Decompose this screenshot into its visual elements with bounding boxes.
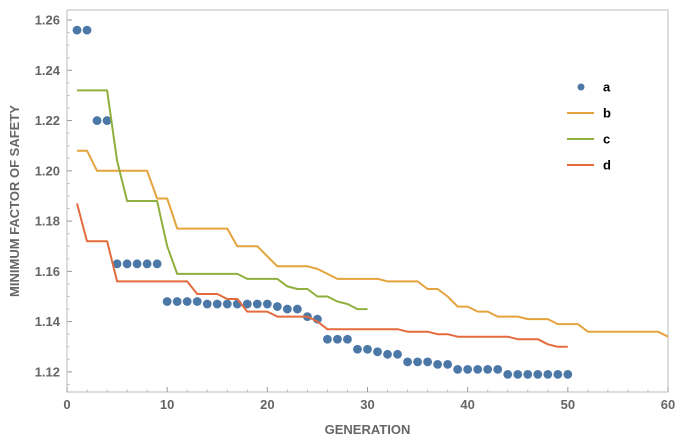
y-tick-label: 1.22: [35, 113, 60, 128]
series-a-point: [292, 304, 302, 314]
series-a-point: [363, 344, 372, 354]
y-tick-label: 1.20: [35, 163, 60, 178]
series-a-point: [513, 370, 523, 379]
series-a-point: [152, 259, 162, 269]
series-a-point: [132, 259, 142, 269]
legend-swatch-a: [577, 83, 585, 91]
x-tick-label: 40: [460, 397, 474, 412]
series-c-line: [77, 89, 368, 311]
series-a-point: [252, 299, 262, 309]
series-a-point: [403, 357, 412, 367]
series-a-point: [533, 370, 543, 379]
x-tick-label: 30: [360, 397, 374, 412]
series-a-point: [272, 302, 282, 311]
series-a-point: [483, 364, 493, 374]
series-a-point: [563, 370, 573, 379]
series-b-line: [77, 149, 669, 338]
series-a-point: [463, 364, 473, 374]
series-layer: [72, 25, 669, 379]
series-a-point: [202, 299, 212, 309]
x-axis-title: GENERATION: [325, 422, 411, 436]
series-a-point: [523, 370, 533, 379]
x-tick-label: 60: [661, 397, 675, 412]
x-tick-label: 20: [260, 397, 274, 412]
series-a-point: [473, 364, 483, 374]
series-a-point: [493, 364, 503, 374]
series-a-point: [122, 259, 132, 269]
series-a-point: [433, 359, 443, 369]
series-a-point: [282, 304, 292, 314]
y-tick-label: 1.14: [35, 314, 61, 329]
series-a-point: [102, 116, 112, 125]
legend-label-a: a: [603, 80, 611, 95]
series-a-point: [182, 297, 192, 306]
x-tick-label: 50: [561, 397, 575, 412]
series-a-point: [373, 347, 382, 357]
series-a-point: [72, 25, 82, 35]
legend-label-b: b: [603, 106, 611, 121]
x-tick-label: 10: [160, 397, 174, 412]
y-tick-label: 1.26: [35, 13, 60, 28]
series-a-point: [383, 349, 392, 359]
y-tick-label: 1.12: [35, 364, 60, 379]
series-a-point: [82, 25, 92, 35]
series-a-point: [393, 349, 402, 359]
series-a-point: [192, 297, 202, 306]
series-a-point: [242, 299, 252, 309]
series-a-point: [92, 116, 102, 125]
series-a-point: [443, 359, 453, 369]
series-a-point: [333, 334, 342, 344]
y-tick-label: 1.24: [35, 63, 61, 78]
series-a-point: [162, 297, 172, 306]
ticks-layer: 0 10 20 30 40 50 60 1.12 1.14 1.16 1.18 1.20 1.22 1.2…: [35, 13, 676, 412]
series-a-point: [453, 364, 463, 374]
series-a-point: [112, 259, 122, 269]
series-a-point: [323, 334, 332, 344]
series-a-point: [343, 334, 352, 344]
y-tick-label: 1.16: [35, 264, 60, 279]
y-axis-title: MINIMUM FACTOR OF SAFETY: [7, 105, 22, 297]
series-a-point: [553, 370, 563, 379]
series-a-point: [172, 297, 182, 306]
series-a-point: [503, 370, 513, 379]
series-a-point: [543, 370, 553, 379]
series-d-line: [76, 203, 568, 348]
legend-label-d: d: [603, 158, 611, 173]
x-tick-label: 0: [63, 397, 70, 412]
series-a-point: [413, 357, 422, 367]
series-a-point: [212, 299, 222, 309]
series-a-point: [222, 299, 232, 309]
series-a-point: [423, 357, 432, 367]
legend-label-c: c: [603, 132, 610, 147]
y-tick-label: 1.18: [35, 214, 60, 229]
series-a-point: [262, 299, 272, 309]
series-a-point: [142, 259, 152, 269]
series-a-point: [353, 344, 362, 354]
